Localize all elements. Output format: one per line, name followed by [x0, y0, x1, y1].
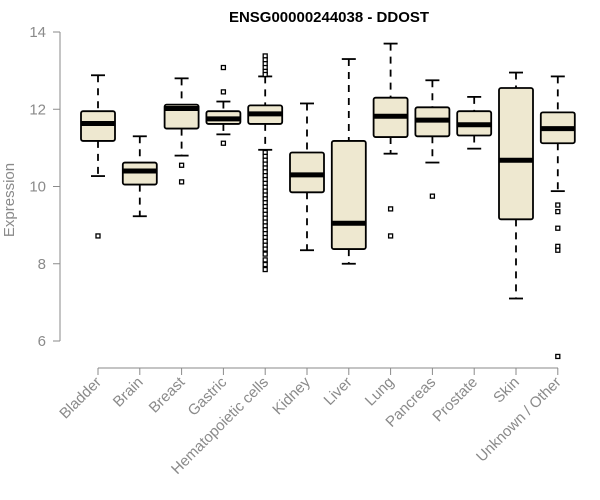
- outlier-point: [555, 247, 561, 253]
- outlier-point: [555, 225, 561, 231]
- box-liver: [330, 58, 367, 265]
- outlier-point: [220, 64, 227, 71]
- y-tick-label: 10: [29, 179, 46, 196]
- outlier-point: [262, 251, 268, 257]
- box-hematopoietic-cells: [247, 53, 284, 273]
- box-unknown-other: [539, 75, 576, 360]
- y-tick-label: 8: [38, 256, 46, 273]
- box-brain: [121, 135, 158, 218]
- outlier-point: [178, 162, 185, 168]
- y-axis-label: Expression: [1, 163, 18, 237]
- box-bladder: [80, 74, 116, 239]
- outlier-point: [555, 208, 561, 215]
- x-tick-label: Brain: [110, 374, 147, 411]
- y-tick-label: 6: [38, 333, 46, 350]
- box-prostate: [456, 95, 493, 150]
- box-pancreas: [414, 79, 451, 199]
- x-tick-label: Skin: [490, 374, 523, 407]
- outlier-point: [220, 89, 227, 95]
- x-tick-label: Kidney: [269, 373, 314, 418]
- iqr-box: [80, 110, 116, 142]
- chart-title: ENSG00000244038 - DDOST: [229, 9, 429, 26]
- x-tick-label: Breast: [146, 373, 189, 416]
- outlier-point: [262, 257, 268, 263]
- box-gastric: [205, 64, 242, 146]
- box-series: [80, 42, 576, 360]
- outlier-point: [262, 71, 268, 78]
- outlier-point: [429, 193, 436, 199]
- x-tick-label: Prostate: [429, 374, 481, 426]
- box-breast: [163, 77, 200, 185]
- y-axis-ticks: 6 8 10 12 14: [29, 24, 60, 350]
- box-skin: [498, 71, 534, 300]
- x-tick-label: Liver: [321, 374, 356, 409]
- outlier-point: [387, 206, 394, 212]
- x-tick-label: Bladder: [56, 374, 105, 423]
- y-tick-label: 14: [29, 24, 46, 41]
- iqr-box: [289, 151, 325, 194]
- outlier-point: [95, 233, 101, 239]
- y-tick-label: 12: [29, 101, 46, 118]
- outlier-point: [555, 353, 561, 360]
- outlier-point: [387, 233, 394, 239]
- iqr-box: [330, 140, 367, 250]
- iqr-box: [498, 87, 534, 221]
- outlier-point: [555, 202, 561, 208]
- outlier-point: [262, 266, 268, 273]
- box-kidney: [289, 102, 325, 252]
- box-lung: [372, 42, 409, 239]
- outlier-point: [220, 140, 227, 146]
- x-tick-label: Lung: [362, 374, 398, 410]
- outlier-point: [262, 246, 268, 252]
- outlier-point: [262, 261, 268, 268]
- outlier-point: [178, 179, 185, 185]
- iqr-box: [121, 161, 158, 186]
